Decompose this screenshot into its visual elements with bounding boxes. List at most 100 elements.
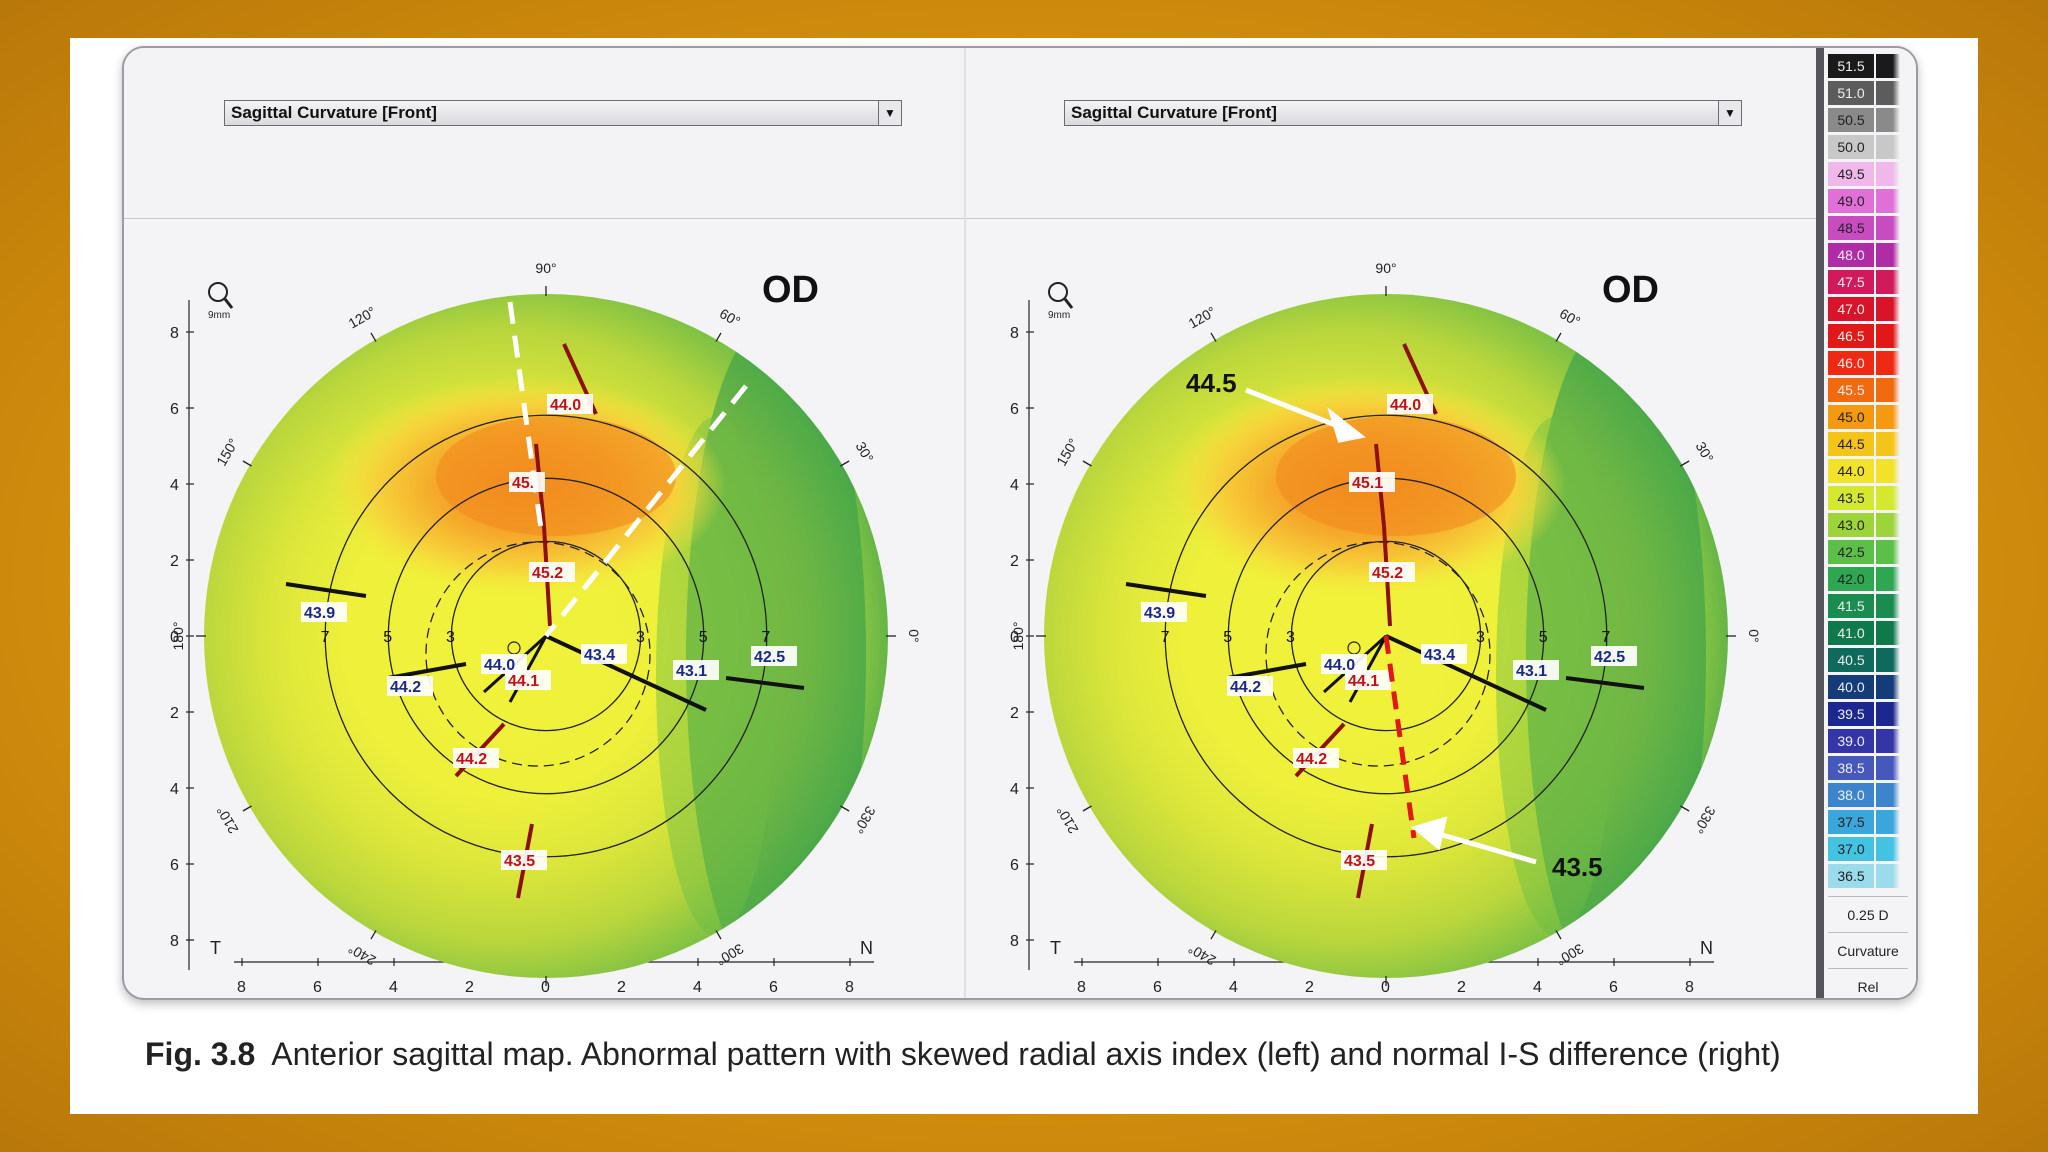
zoom-label: 9mm [1048, 310, 1070, 321]
color-scale[interactable]: 51.5 51.0 50.5 50.0 49.5 49.0 48.5 48.0 47.5 47.0… [1816, 48, 1916, 998]
x-tick-label: 4 [693, 979, 702, 996]
curvature-value: 45.2 [532, 565, 563, 582]
value-label-bg [1369, 562, 1415, 582]
scale-value: 39.5 [1828, 702, 1874, 726]
scale-swatch [1876, 702, 1900, 726]
scale-value: 36.5 [1828, 864, 1874, 888]
value-label-bg [387, 676, 433, 696]
y-tick-label: 2 [170, 553, 179, 570]
scale-swatch [1876, 675, 1900, 699]
scale-swatch [1876, 162, 1900, 186]
scale-value: 51.0 [1828, 81, 1874, 105]
x-tick-label: 6 [313, 979, 322, 996]
scale-swatch [1876, 297, 1900, 321]
x-tick-label: 6 [1153, 979, 1162, 996]
angle-label: 30° [852, 439, 876, 465]
x-tick-label: 4 [1533, 979, 1542, 996]
map-type-select-left[interactable]: Sagittal Curvature [Front] ▼ [224, 100, 902, 126]
scale-swatch [1876, 837, 1900, 861]
scale-swatch [1876, 405, 1900, 429]
sagittal-map-right[interactable]: 88664422002244668890°60°30°0°330°300°270… [974, 220, 1794, 996]
scale-rel-button[interactable]: Rel [1828, 968, 1908, 998]
scale-value: 49.0 [1828, 189, 1874, 213]
value-label-bg [481, 654, 527, 674]
scale-swatch [1876, 216, 1900, 240]
scale-value: 41.0 [1828, 621, 1874, 645]
figure-number: Fig. 3.8 [145, 1036, 256, 1072]
y-tick-label: 4 [170, 477, 179, 494]
scale-value: 44.0 [1828, 459, 1874, 483]
value-label-bg [581, 644, 627, 664]
zoom-icon[interactable]: 9mm [1048, 282, 1074, 321]
scale-value: 44.5 [1828, 432, 1874, 456]
curvature-value: 43.4 [584, 647, 615, 664]
chevron-down-icon[interactable]: ▼ [878, 101, 901, 125]
nasal-label: N [860, 938, 873, 958]
y-tick-label: 4 [1010, 477, 1019, 494]
scale-swatch [1876, 729, 1900, 753]
x-tick-label: 8 [845, 979, 854, 996]
value-label-bg [1321, 654, 1367, 674]
curvature-value: 42.5 [1594, 649, 1625, 666]
y-tick-label: 4 [170, 781, 179, 798]
scale-value: 40.0 [1828, 675, 1874, 699]
map-type-select-right[interactable]: Sagittal Curvature [Front] ▼ [1064, 100, 1742, 126]
scale-value: 49.5 [1828, 162, 1874, 186]
scale-swatch [1876, 864, 1900, 888]
scale-value: 45.0 [1828, 405, 1874, 429]
y-tick-label: 8 [1010, 325, 1019, 342]
value-label-bg [547, 394, 593, 414]
scale-mode-button[interactable]: Curvature [1828, 932, 1908, 969]
panel-divider [964, 48, 966, 998]
y-tick-label: 0 [1010, 629, 1019, 646]
x-tick-label: 2 [465, 979, 474, 996]
x-tick-label: 6 [1609, 979, 1618, 996]
scale-swatch [1876, 513, 1900, 537]
skewed-axis-lines [507, 301, 748, 638]
curvature-value: 45.1 [1352, 475, 1383, 492]
scale-value: 42.5 [1828, 540, 1874, 564]
y-tick-label: 2 [170, 705, 179, 722]
scale-value: 42.0 [1828, 567, 1874, 591]
y-tick-label: 4 [1010, 781, 1019, 798]
value-label-bg [453, 748, 499, 768]
scale-value: 47.0 [1828, 297, 1874, 321]
scale-swatch [1876, 432, 1900, 456]
scale-value: 47.5 [1828, 270, 1874, 294]
curvature-value: 43.9 [1144, 605, 1175, 622]
scale-swatch [1876, 351, 1900, 375]
value-label-bg [1591, 646, 1637, 666]
curvature-value: 44.0 [484, 657, 515, 674]
curvature-value: 44.0 [550, 397, 581, 414]
sagittal-map-left[interactable]: 88664422002244668890°60°30°0°330°300°270… [134, 220, 954, 996]
scale-value: 41.5 [1828, 594, 1874, 618]
scale-value: 38.5 [1828, 756, 1874, 780]
scale-swatch [1876, 567, 1900, 591]
y-tick-label: 6 [1010, 401, 1019, 418]
scale-swatch [1876, 648, 1900, 672]
scale-value: 38.0 [1828, 783, 1874, 807]
scale-value: 51.5 [1828, 54, 1874, 78]
y-tick-label: 8 [170, 325, 179, 342]
angle-label: 240° [345, 941, 378, 969]
callout-label-inferior: 43.5 [1552, 852, 1603, 882]
scale-value: 50.5 [1828, 108, 1874, 132]
scale-swatch [1876, 621, 1900, 645]
zoom-icon[interactable]: 9mm [208, 282, 234, 321]
value-label-bg [751, 646, 797, 666]
scale-value: 50.0 [1828, 135, 1874, 159]
chevron-down-icon[interactable]: ▼ [1718, 101, 1741, 125]
curvature-value: 43.1 [1516, 663, 1547, 680]
scale-value: 37.0 [1828, 837, 1874, 861]
zone-ring-label: 7 [1601, 629, 1610, 646]
scale-value: 45.5 [1828, 378, 1874, 402]
scale-swatch [1876, 459, 1900, 483]
zoom-label: 9mm [208, 310, 230, 321]
topography-window: Sagittal Curvature [Front] ▼ Sagittal Cu… [122, 46, 1918, 1000]
x-tick-label: 2 [617, 979, 626, 996]
zone-ring-label: 3 [446, 629, 455, 646]
scale-swatch [1876, 189, 1900, 213]
y-tick-label: 2 [1010, 553, 1019, 570]
scale-value: 46.5 [1828, 324, 1874, 348]
y-tick-label: 6 [1010, 857, 1019, 874]
